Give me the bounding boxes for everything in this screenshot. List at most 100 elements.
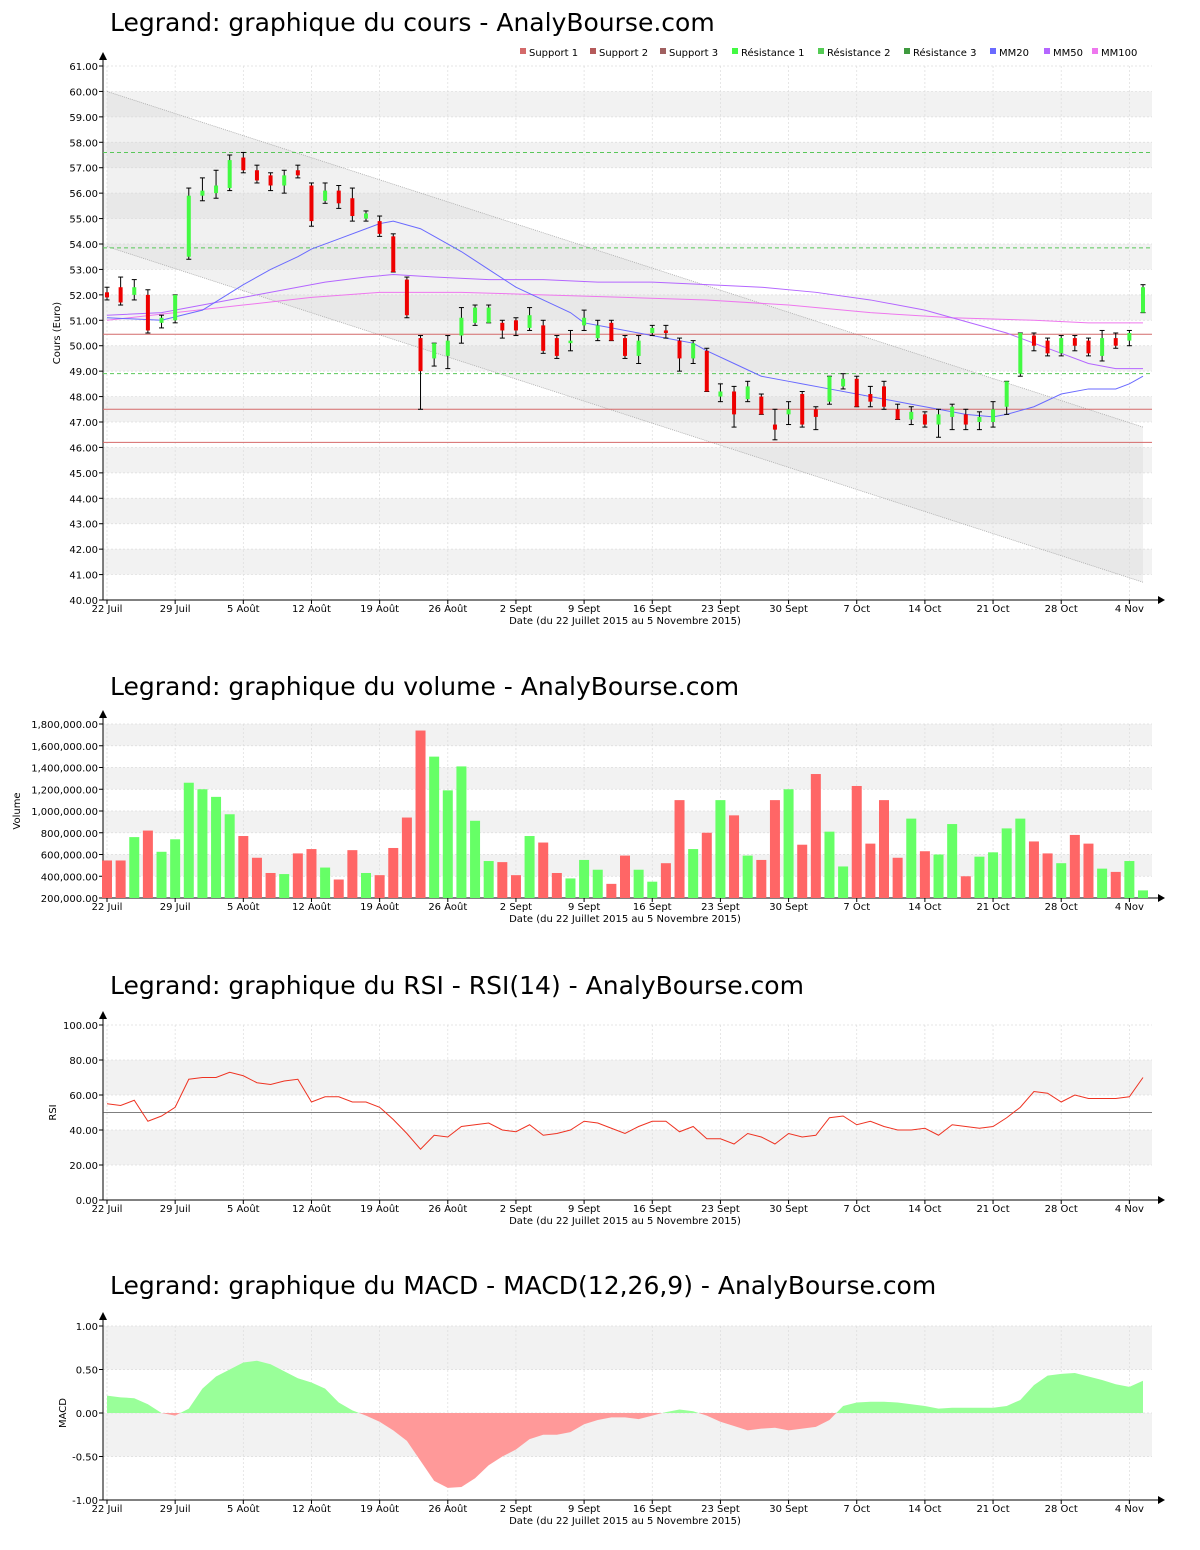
candle-body bbox=[445, 340, 450, 356]
candle-body bbox=[977, 416, 982, 422]
candlestick bbox=[867, 385, 873, 408]
volume-bar bbox=[497, 862, 508, 898]
x-tick-label: 19 Août bbox=[360, 1203, 399, 1215]
candlestick bbox=[540, 319, 546, 354]
volume-bar bbox=[701, 832, 712, 898]
candlestick bbox=[458, 307, 464, 344]
candlestick bbox=[472, 304, 478, 326]
y-tick-label: 1,200,000.00 bbox=[31, 785, 98, 796]
volume-bar bbox=[429, 756, 440, 898]
volume-bar bbox=[783, 789, 794, 898]
candlestick bbox=[772, 408, 778, 441]
x-tick-label: 28 Oct bbox=[1045, 604, 1078, 615]
legend-swatch bbox=[660, 48, 666, 54]
candle-body bbox=[1127, 333, 1132, 341]
y-axis-title: Volume bbox=[12, 792, 23, 829]
candle-body bbox=[173, 294, 178, 321]
grid-band bbox=[103, 1060, 1152, 1095]
y-tick-label: 1,000,000.00 bbox=[31, 807, 98, 818]
volume-bar bbox=[565, 878, 576, 898]
volume-bar bbox=[483, 861, 494, 898]
volume-bar bbox=[401, 817, 412, 898]
volume-bar bbox=[320, 867, 331, 898]
grid-band bbox=[103, 767, 1152, 790]
candlestick bbox=[1017, 332, 1023, 377]
candlestick bbox=[854, 375, 860, 408]
volume-bar bbox=[456, 766, 467, 898]
candlestick bbox=[513, 317, 519, 337]
y-tick-label: 57.00 bbox=[69, 164, 98, 175]
candle-body bbox=[636, 340, 641, 356]
candlestick bbox=[118, 276, 124, 306]
x-tick-label: 19 Août bbox=[360, 1503, 399, 1515]
candlestick bbox=[663, 324, 669, 339]
x-tick-label: 28 Oct bbox=[1045, 1504, 1078, 1515]
volume-bar bbox=[265, 872, 276, 898]
volume-bar bbox=[906, 818, 917, 898]
y-tick-label: 1.00 bbox=[76, 1322, 98, 1333]
legend-swatch bbox=[904, 48, 910, 54]
grid-band bbox=[103, 447, 1152, 473]
candle-body bbox=[922, 414, 927, 425]
candlestick bbox=[254, 164, 260, 184]
channel-lower-line bbox=[106, 246, 1144, 583]
candle-body bbox=[1100, 338, 1105, 356]
candlestick bbox=[1031, 332, 1037, 352]
candlestick bbox=[213, 169, 219, 199]
x-tick-label: 23 Sept bbox=[701, 1204, 740, 1215]
volume-bar bbox=[1110, 871, 1121, 898]
candlestick bbox=[690, 340, 696, 365]
candle-body bbox=[663, 330, 668, 333]
candle-body bbox=[963, 414, 968, 425]
candle-body bbox=[459, 317, 464, 336]
x-tick-label: 16 Sept bbox=[633, 1204, 672, 1215]
candlestick bbox=[1045, 337, 1051, 357]
candle-body bbox=[909, 411, 914, 420]
volume-bar bbox=[1083, 843, 1094, 898]
x-tick-label: 12 Août bbox=[292, 1203, 331, 1215]
candlestick bbox=[799, 390, 805, 428]
candlestick bbox=[826, 375, 832, 405]
candle-body bbox=[145, 294, 150, 331]
y-tick-label: 59.00 bbox=[69, 113, 98, 124]
x-tick-label: 2 Sept bbox=[500, 604, 532, 615]
volume-bar bbox=[824, 831, 835, 898]
volume-bar bbox=[510, 875, 521, 898]
legend-label: Support 2 bbox=[599, 48, 648, 59]
candlestick bbox=[1085, 337, 1091, 357]
y-tick-label: 41.00 bbox=[69, 571, 98, 582]
candlestick bbox=[418, 335, 424, 410]
candlestick bbox=[976, 411, 982, 431]
volume-bar bbox=[238, 836, 249, 898]
legend-label: Support 1 bbox=[529, 48, 578, 59]
candlestick bbox=[145, 289, 151, 334]
candle-body bbox=[732, 391, 737, 415]
x-tick-label: 7 Oct bbox=[843, 604, 870, 615]
price-chart-title: Legrand: graphique du cours - AnalyBours… bbox=[110, 8, 715, 37]
volume-bar bbox=[1138, 890, 1148, 898]
grid-band bbox=[103, 1326, 1152, 1370]
candle-body bbox=[377, 221, 382, 234]
channel-upper-line bbox=[106, 91, 1144, 428]
volume-bar bbox=[224, 814, 235, 898]
x-tick-label: 9 Sept bbox=[568, 1504, 600, 1515]
macd-positive-area bbox=[180, 1360, 360, 1413]
volume-bar bbox=[729, 815, 740, 898]
candlestick bbox=[349, 187, 355, 222]
candle-body bbox=[759, 396, 764, 415]
candlestick bbox=[881, 380, 887, 410]
x-tick-label: 22 Juil bbox=[92, 604, 123, 615]
candle-body bbox=[500, 322, 505, 331]
grid-band bbox=[103, 549, 1152, 575]
grid-band bbox=[103, 244, 1152, 270]
x-tick-label: 2 Sept bbox=[500, 1204, 532, 1215]
x-axis-arrow bbox=[1158, 894, 1165, 902]
x-tick-label: 21 Oct bbox=[976, 1504, 1009, 1515]
volume-bar bbox=[1015, 818, 1026, 898]
grid-band bbox=[103, 811, 1152, 833]
x-tick-label: 4 Nov bbox=[1115, 1504, 1144, 1515]
x-tick-label: 5 Août bbox=[227, 1203, 260, 1215]
x-tick-label: 21 Oct bbox=[976, 1204, 1009, 1215]
macd-chart: -1.00 -0.50 0.00 0.50 1.00 22 Juil 29 Juil 5 Ao… bbox=[58, 1312, 1165, 1527]
x-tick-label: 30 Sept bbox=[769, 604, 808, 615]
